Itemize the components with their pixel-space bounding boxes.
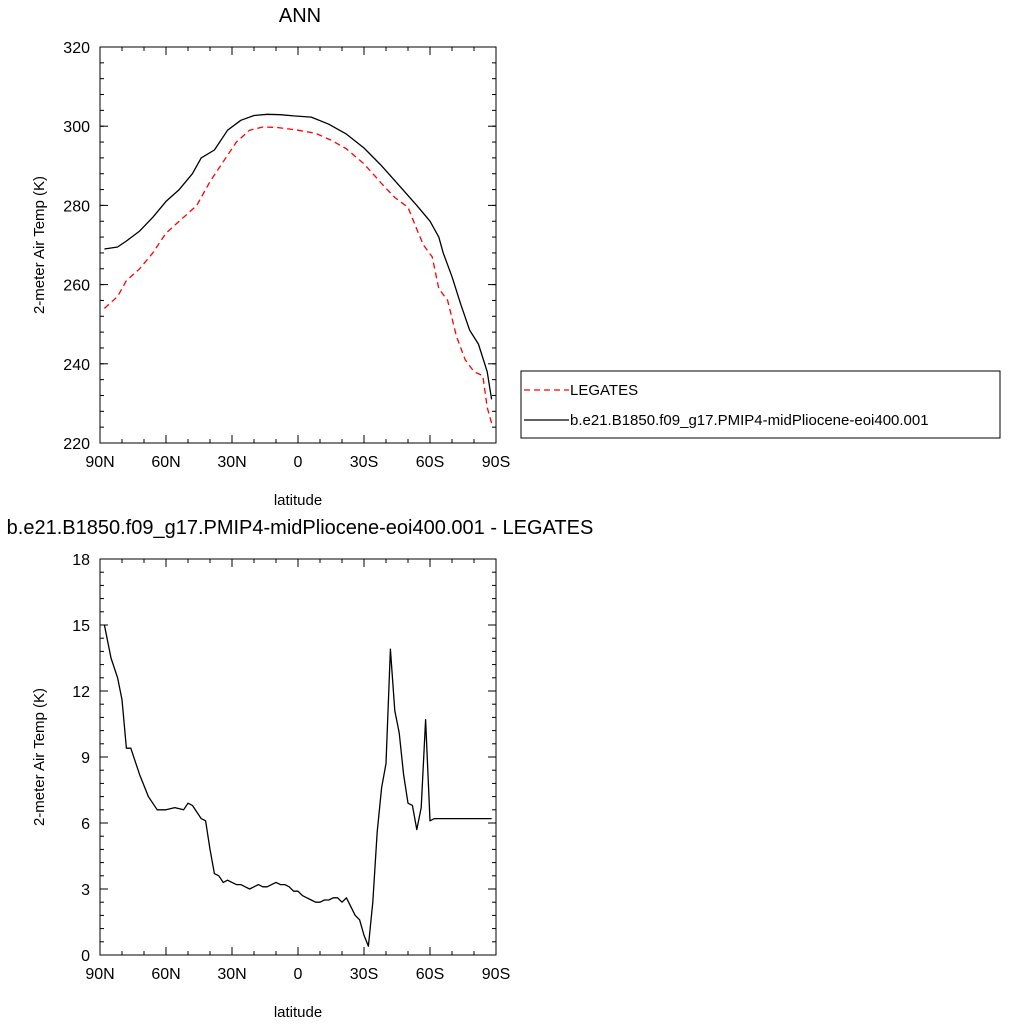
bottom-y-axis-label: 2-meter Air Temp (K)	[31, 688, 48, 826]
bottom-chart-title: b.e21.B1850.f09_g17.PMIP4-midPliocene-eo…	[7, 517, 594, 539]
x-tick-label: 30S	[350, 966, 378, 983]
x-tick-label: 30N	[217, 454, 246, 471]
top-panel-zonal-mean-chart: ANN 90N 60N 30N 0 30S 60S 90S 220 240 260 280 300 32…	[31, 5, 1001, 509]
x-tick-label: 60S	[416, 966, 444, 983]
y-tick-label: 3	[81, 882, 90, 899]
series-line-dashed-0	[103, 126, 493, 424]
legend: LEGATES b.e21.B1850.f09_g17.PMIP4-midPli…	[520, 370, 1001, 439]
x-tick-label: 60N	[151, 454, 180, 471]
top-plot-frame	[99, 46, 497, 444]
x-tick-label: 90N	[85, 454, 114, 471]
x-tick-label: 30S	[350, 454, 378, 471]
y-tick-label: 240	[63, 357, 90, 374]
y-tick-label: 280	[63, 198, 90, 215]
series-line-solid-0	[103, 624, 492, 947]
x-tick-label: 0	[294, 966, 303, 983]
bottom-panel-difference-chart: b.e21.B1850.f09_g17.PMIP4-midPliocene-eo…	[7, 517, 594, 1021]
y-tick-label: 9	[81, 750, 90, 767]
bottom-x-axis-label: latitude	[274, 1004, 322, 1021]
legend-box	[520, 370, 1001, 439]
y-tick-label: 0	[81, 948, 90, 965]
y-tick-label: 15	[72, 618, 90, 635]
top-chart-title: ANN	[279, 5, 321, 27]
bottom-series-layer	[103, 624, 492, 947]
legend-label-legates: LEGATES	[570, 382, 638, 399]
x-tick-label: 90N	[85, 966, 114, 983]
x-tick-label: 0	[294, 454, 303, 471]
y-tick-label: 320	[63, 40, 90, 57]
y-tick-label: 300	[63, 119, 90, 136]
y-tick-label: 220	[63, 436, 90, 453]
series-line-solid-1	[104, 113, 493, 400]
top-x-axis-label: latitude	[274, 492, 322, 509]
y-tick-label: 260	[63, 278, 90, 295]
top-y-axis-label: 2-meter Air Temp (K)	[31, 176, 48, 314]
bottom-axis-ticks: 90N 60N 30N 0 30S 60S 90S 0 3 6 9 12 15 18	[72, 552, 510, 983]
x-tick-label: 90S	[482, 966, 510, 983]
x-tick-label: 60N	[151, 966, 180, 983]
top-series-layer	[103, 113, 493, 424]
bottom-plot-frame	[99, 558, 497, 956]
x-tick-label: 30N	[217, 966, 246, 983]
y-tick-label: 6	[81, 816, 90, 833]
top-axis-ticks: 90N 60N 30N 0 30S 60S 90S 220 240 260 280 300 320	[63, 40, 510, 471]
legend-label-model: b.e21.B1850.f09_g17.PMIP4-midPliocene-eo…	[570, 412, 929, 429]
x-tick-label: 60S	[416, 454, 444, 471]
y-tick-label: 12	[72, 684, 90, 701]
y-tick-label: 18	[72, 552, 90, 569]
x-tick-label: 90S	[482, 454, 510, 471]
